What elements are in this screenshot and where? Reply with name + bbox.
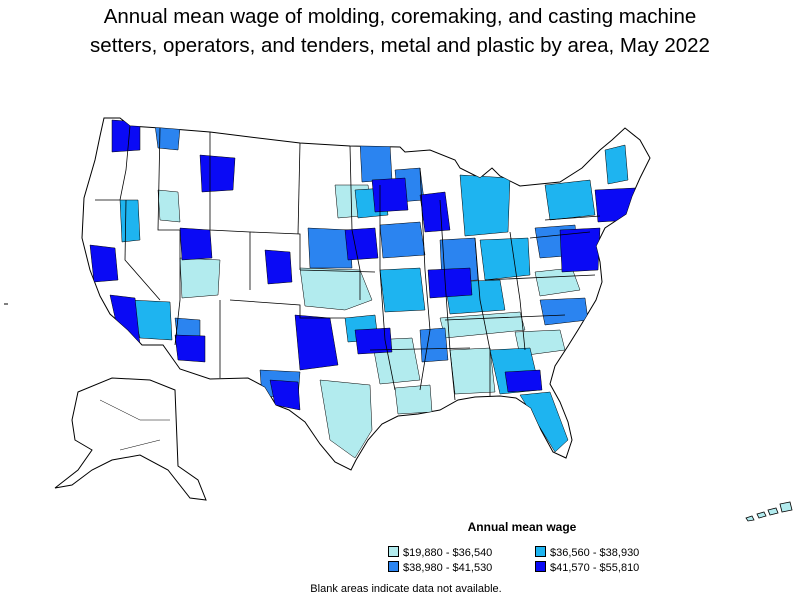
wage-tier-4-regions — [89, 119, 636, 411]
hawaii-islands — [745, 501, 793, 522]
florida-region — [519, 391, 569, 453]
arizona-south-region — [174, 334, 206, 363]
mississippi-region — [419, 327, 449, 363]
louisiana-region — [394, 384, 433, 415]
legend-label-tier-4: $41,570 - $55,810 — [550, 562, 640, 574]
legend-swatch-tier-4 — [535, 561, 546, 572]
iowa-east-region — [344, 227, 379, 261]
missouri-region — [379, 267, 426, 313]
colorado-region — [264, 249, 293, 285]
legend-label-tier-1: $19,880 - $36,540 — [403, 547, 493, 559]
idaho-region — [157, 189, 181, 223]
legend-item-tier-1: $19,880 - $36,540 — [388, 546, 492, 559]
southern-illinois-region — [427, 267, 473, 299]
nebraska-region — [307, 227, 353, 269]
washington-west-region — [111, 119, 141, 153]
texas-central-region — [294, 314, 339, 371]
california-north-region — [89, 244, 119, 283]
montana-west-region — [199, 154, 236, 193]
new-york-region — [544, 179, 596, 221]
north-carolina-region — [539, 297, 589, 326]
iowa-region — [379, 221, 426, 259]
legend-item-tier-2: $36,560 - $38,930 — [535, 546, 639, 559]
arkansas-north-region — [354, 327, 393, 355]
texas-west-region — [269, 379, 301, 411]
michigan-region — [459, 174, 511, 237]
legend-swatch-tier-1 — [388, 546, 399, 557]
legend-item-tier-4: $41,570 - $55,810 — [535, 561, 639, 574]
virginia-region — [534, 267, 581, 297]
utah-region — [179, 257, 221, 299]
washington-region — [154, 124, 181, 151]
nevada-region — [179, 227, 213, 261]
california-south-region — [109, 294, 141, 346]
wisconsin-east-region — [371, 177, 409, 213]
georgia-central-region — [504, 369, 543, 393]
texas-south-region — [319, 379, 373, 459]
legend-label-tier-3: $38,980 - $41,530 — [403, 562, 493, 574]
legend-swatch-tier-3 — [388, 561, 399, 572]
alaska-outline — [54, 377, 207, 501]
wage-tier-2-regions — [119, 144, 629, 453]
oregon-region — [119, 199, 141, 243]
legend-label-tier-2: $36,560 - $38,930 — [550, 547, 640, 559]
footnote: Blank areas indicate data not available. — [310, 583, 502, 595]
state-boundaries — [95, 125, 601, 401]
maine-region — [604, 144, 629, 185]
legend-swatch-tier-2 — [535, 546, 546, 557]
new-england-region — [594, 187, 636, 223]
alabama-region — [449, 347, 496, 395]
alaska-region-lines — [99, 399, 170, 451]
pennsylvania-east-region — [559, 227, 601, 273]
map-title: Annual mean wage of molding, coremaking,… — [0, 2, 800, 60]
chicago-region — [419, 191, 451, 233]
ohio-region — [479, 237, 531, 281]
legend-title: Annual mean wage — [467, 520, 577, 534]
montana-region — [359, 141, 393, 183]
legend-item-tier-3: $38,980 - $41,530 — [388, 561, 492, 574]
title-line-2: setters, operators, and tenders, metal a… — [90, 34, 710, 57]
title-line-1: Annual mean wage of molding, coremaking,… — [103, 5, 697, 28]
kansas-region — [299, 267, 373, 311]
